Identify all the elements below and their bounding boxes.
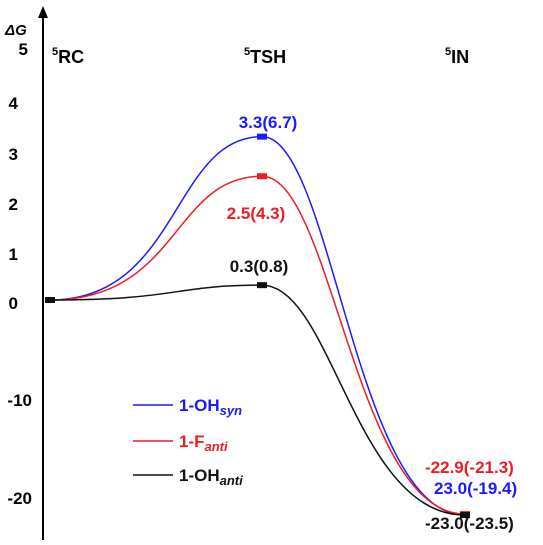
y-axis-label: ΔG xyxy=(4,22,27,39)
state-label-rc: 5RC xyxy=(52,46,84,67)
series-line xyxy=(50,137,465,515)
y-tick-label: 1 xyxy=(9,245,18,264)
state-label-in: 5IN xyxy=(445,46,469,67)
data-label-ohanti-tsh: 0.3(0.8) xyxy=(230,257,289,276)
series-line xyxy=(50,176,465,514)
series-line xyxy=(50,285,465,515)
data-label-ohanti-in: -23.0(-23.5) xyxy=(425,514,514,533)
legend: 1-OHsyn 1-Fanti 1-OHanti xyxy=(133,396,243,488)
data-label-syn-in: 23.0(-19.4) xyxy=(434,479,517,498)
data-point xyxy=(45,297,55,303)
legend-entry-ohanti: 1-OHanti xyxy=(179,466,243,488)
y-tick-label: -10 xyxy=(7,391,32,410)
y-axis-arrowhead xyxy=(38,6,48,18)
data-point xyxy=(257,282,267,288)
y-tick-label: 0 xyxy=(9,294,18,313)
y-tick-label: 2 xyxy=(9,195,18,214)
y-tick-label: 4 xyxy=(9,94,19,113)
data-point xyxy=(257,134,267,140)
legend-entry-fanti: 1-Fanti xyxy=(179,432,228,454)
data-label-fanti-in: -22.9(-21.3) xyxy=(425,458,514,477)
legend-entry-syn: 1-OHsyn xyxy=(179,396,242,418)
state-label-tsh: 5TSH xyxy=(244,46,286,67)
data-label-fanti-tsh: 2.5(4.3) xyxy=(227,204,286,223)
series-curves xyxy=(45,134,470,518)
data-point xyxy=(257,173,267,179)
y-tick-label: 5 xyxy=(19,40,28,59)
y-tick-label: 3 xyxy=(9,145,18,164)
y-tick-label: -20 xyxy=(7,489,32,508)
data-label-syn-tsh: 3.3(6.7) xyxy=(239,113,298,132)
